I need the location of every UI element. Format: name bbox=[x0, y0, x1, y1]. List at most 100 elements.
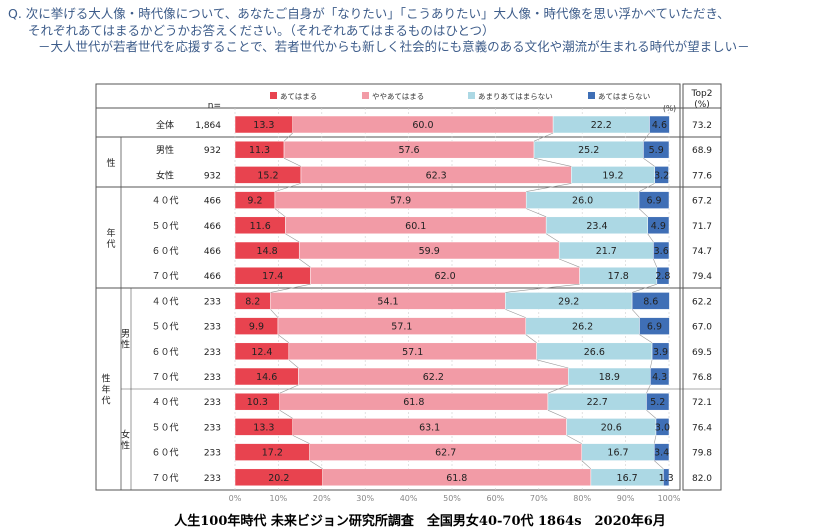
top2-value: 68.9 bbox=[692, 146, 712, 156]
bar-value-label: 16.7 bbox=[617, 473, 638, 484]
row-label: ４０代 bbox=[151, 296, 178, 307]
legend-label: ややあてはまる bbox=[372, 92, 424, 101]
chart-frame bbox=[95, 83, 681, 491]
row-n: 233 bbox=[204, 398, 221, 408]
subgroup-label: 性 bbox=[121, 339, 130, 351]
group-label: 年 bbox=[106, 227, 115, 239]
bar-value-label: 57.1 bbox=[402, 347, 423, 358]
bar-segment bbox=[663, 468, 670, 487]
top2-value: 82.0 bbox=[692, 474, 712, 484]
connector-line bbox=[559, 258, 580, 268]
bar-value-label: 4.3 bbox=[652, 372, 667, 383]
connector-line bbox=[547, 409, 567, 419]
bar-value-label: 11.6 bbox=[250, 221, 271, 232]
connector-line bbox=[292, 435, 310, 444]
row-n: 233 bbox=[204, 423, 221, 433]
bar-value-label: 5.2 bbox=[650, 397, 665, 408]
connector-line bbox=[653, 435, 657, 444]
bar-value-label: 13.3 bbox=[253, 120, 274, 131]
connector-line bbox=[638, 183, 655, 192]
row-label: ６０代 bbox=[151, 448, 178, 459]
bar-segment bbox=[646, 392, 670, 411]
legend-swatch bbox=[588, 92, 595, 99]
bar-value-label: 20.6 bbox=[601, 422, 622, 433]
bar-segment bbox=[651, 342, 670, 361]
top2-value: 76.4 bbox=[692, 423, 712, 433]
bar-value-label: 25.2 bbox=[578, 145, 599, 156]
top2-value: 67.0 bbox=[692, 323, 712, 333]
row-n: 233 bbox=[204, 348, 221, 358]
bar-value-label: 14.6 bbox=[256, 372, 277, 383]
connector-line bbox=[309, 460, 323, 470]
question-line-1: Q. 次に挙げる大人像・時代像について、あなたご自身が「なりたい」「こうありたい… bbox=[8, 6, 730, 21]
bar-value-label: 54.1 bbox=[377, 296, 398, 307]
bar-value-label: 15.2 bbox=[257, 170, 278, 181]
bar-value-label: 23.4 bbox=[586, 221, 607, 232]
bar-segment bbox=[643, 140, 670, 159]
connector-line bbox=[525, 334, 537, 344]
bar-value-label: 8.2 bbox=[245, 296, 260, 307]
legend-label: あてはまる bbox=[280, 92, 317, 101]
connector-line bbox=[654, 460, 664, 470]
row-label: ４０代 bbox=[151, 397, 178, 408]
connector-line bbox=[646, 384, 651, 394]
top2-column-frame bbox=[682, 83, 722, 491]
bar-value-label: 4.6 bbox=[652, 120, 667, 131]
connector-line bbox=[581, 460, 592, 470]
subgroup-label: 女 bbox=[121, 429, 130, 441]
top2-value: 73.2 bbox=[692, 121, 712, 131]
top2-value: 67.2 bbox=[692, 197, 712, 207]
bar-segment bbox=[655, 418, 670, 436]
connector-line bbox=[526, 183, 572, 192]
x-tick-label: 40% bbox=[400, 494, 418, 503]
top2-value: 79.8 bbox=[692, 449, 712, 459]
x-tick-label: 80% bbox=[573, 494, 591, 503]
row-label: 全体 bbox=[156, 119, 174, 131]
top2-value: 76.8 bbox=[692, 373, 712, 383]
x-tick-label: 100% bbox=[658, 494, 681, 503]
row-label: ７０代 bbox=[151, 372, 178, 383]
bar-value-label: 22.7 bbox=[587, 397, 608, 408]
bar-value-label: 61.8 bbox=[403, 397, 424, 408]
connector-line bbox=[643, 132, 650, 142]
row-label: ７０代 bbox=[151, 271, 178, 282]
bar-value-label: 19.2 bbox=[602, 170, 623, 181]
connector-line bbox=[646, 409, 657, 419]
top2-value: 72.1 bbox=[692, 398, 712, 408]
row-n: 466 bbox=[204, 247, 221, 257]
group-label: 性 bbox=[106, 157, 115, 169]
bar-segment bbox=[656, 266, 670, 285]
bar-segment bbox=[647, 216, 670, 235]
bar-value-label: 13.3 bbox=[253, 422, 274, 433]
row-n: 466 bbox=[204, 197, 221, 207]
bar-value-label: 9.2 bbox=[247, 196, 262, 207]
connector-line bbox=[283, 132, 293, 142]
bar-value-label: 17.2 bbox=[262, 448, 283, 459]
x-tick-label: 20% bbox=[313, 494, 331, 503]
connector-line bbox=[283, 157, 302, 167]
connector-line bbox=[566, 435, 582, 444]
bar-segment bbox=[653, 443, 670, 461]
question-line-3: －大人世代が若者世代を応援することで、若者世代からも新しく社会的にも意義のある文… bbox=[38, 39, 750, 54]
row-label: ５０代 bbox=[151, 322, 178, 333]
bar-value-label: 10.3 bbox=[247, 397, 268, 408]
bar-segment bbox=[638, 191, 670, 209]
bar-segment bbox=[649, 115, 670, 134]
bar-value-label: 57.1 bbox=[391, 322, 412, 333]
bar-value-label: 20.2 bbox=[268, 473, 289, 484]
group-label: 代 bbox=[101, 396, 110, 407]
connector-line bbox=[270, 283, 311, 293]
connector-line bbox=[638, 208, 648, 218]
bar-value-label: 22.2 bbox=[591, 120, 612, 131]
question-text: Q. 次に挙げる大人像・時代像について、あなたご自身が「なりたい」「こうありたい… bbox=[8, 6, 750, 56]
connector-line bbox=[279, 409, 293, 419]
connector-line bbox=[647, 233, 654, 243]
subgroup-label: 男 bbox=[121, 329, 130, 340]
legend-swatch bbox=[362, 92, 369, 99]
bar-value-label: 8.6 bbox=[643, 296, 658, 307]
bar-segment bbox=[639, 317, 670, 335]
top2-value: 69.5 bbox=[692, 348, 712, 358]
row-n: 932 bbox=[204, 171, 221, 181]
legend-label: あてはまらない bbox=[598, 92, 650, 101]
